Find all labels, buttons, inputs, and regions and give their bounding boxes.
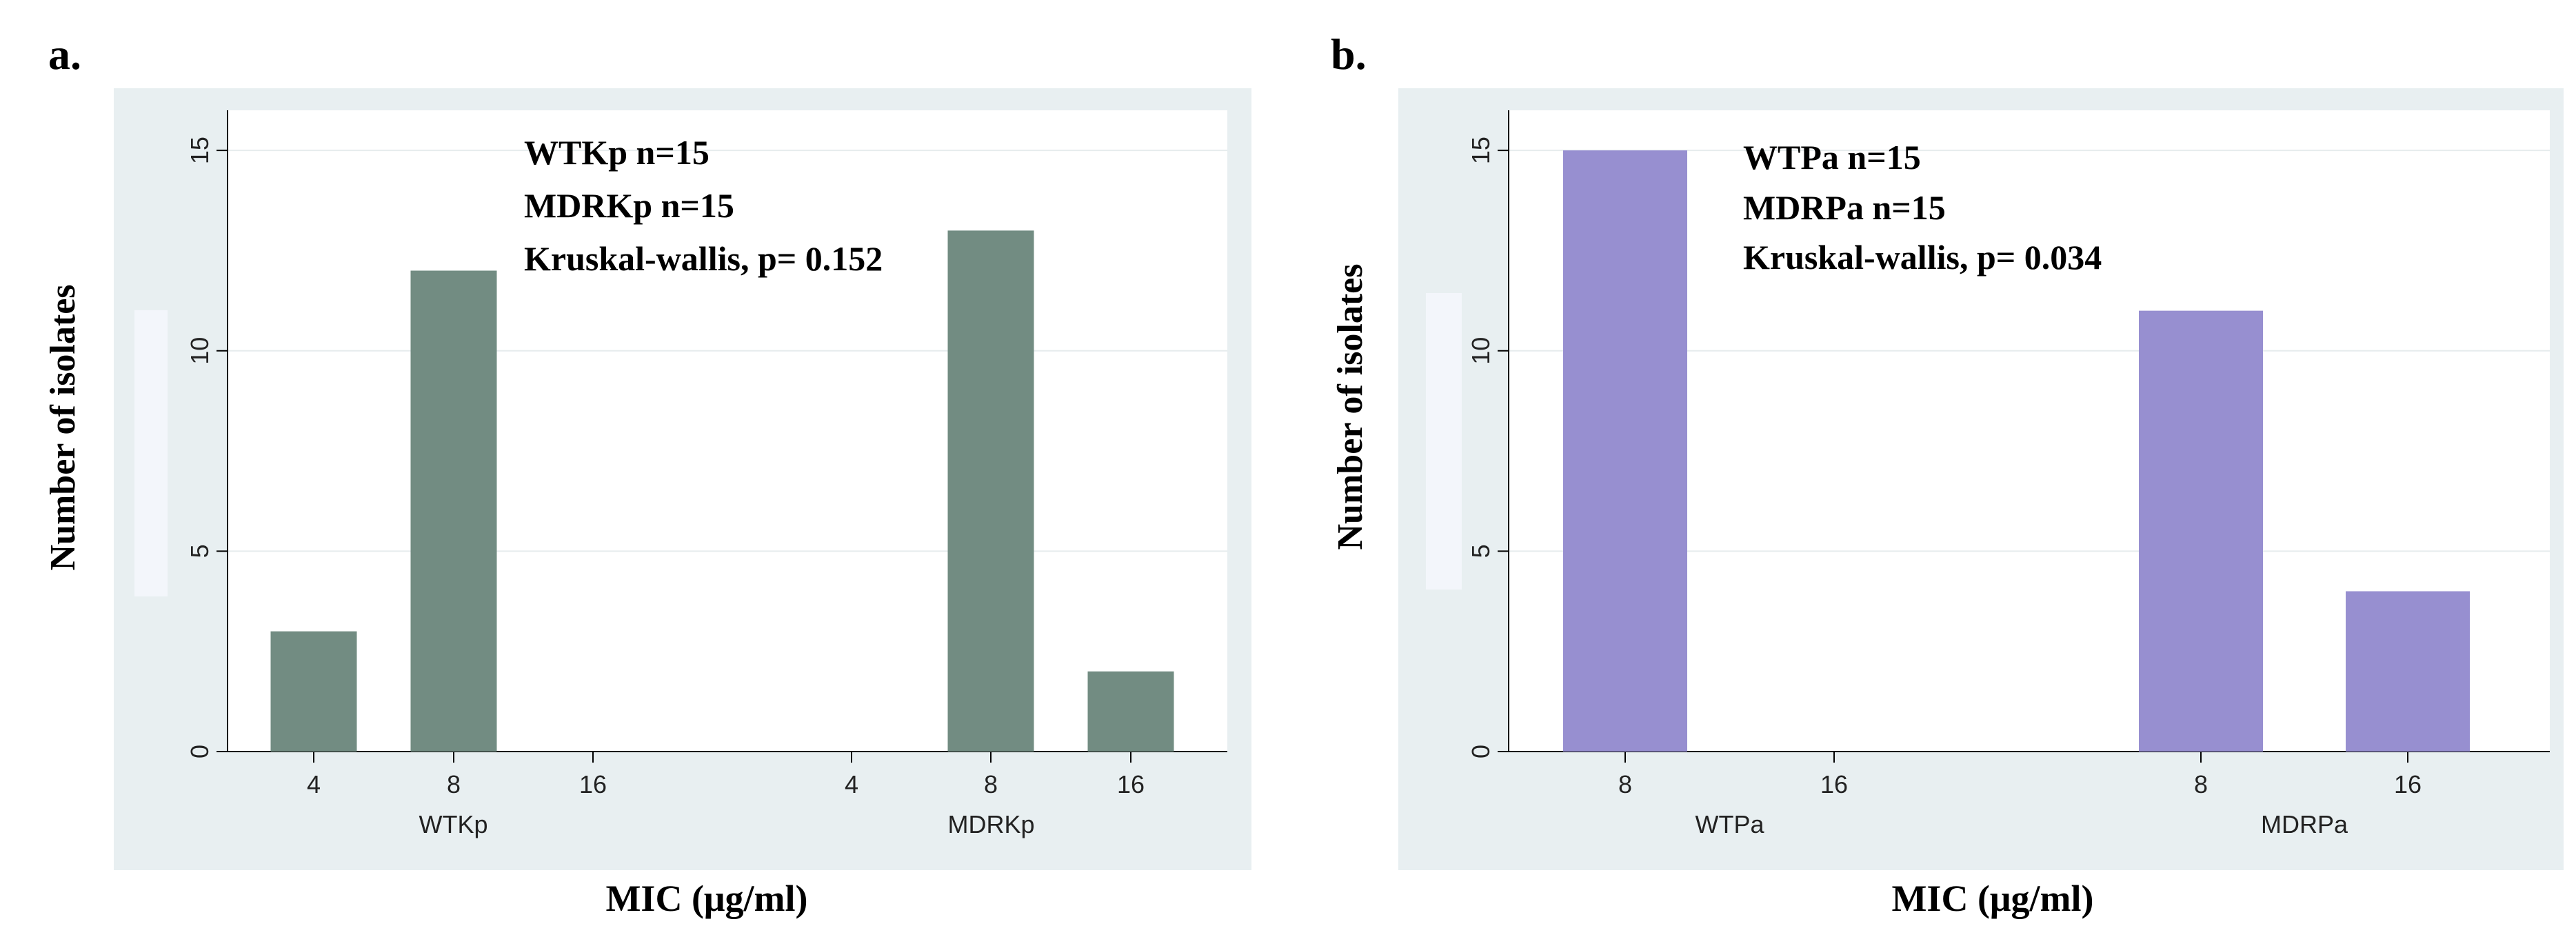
panel-b-x-axis-title: MIC (μg/ml) <box>1891 878 2094 919</box>
panel-b-annotation-3: Kruskal-wallis, p= 0.034 <box>1743 238 2102 276</box>
bar-MDRKp-8 <box>947 230 1034 752</box>
x-tick-label-WTKp-8: 8 <box>447 770 461 798</box>
x-tick-label-MDRPa-16: 16 <box>2394 770 2422 798</box>
bar-MDRPa-16 <box>2346 591 2470 752</box>
bar-WTKp-8 <box>410 270 497 752</box>
panel-a-annotation-3: Kruskal-wallis, p= 0.152 <box>524 239 883 278</box>
bar-MDRPa-8 <box>2139 310 2263 752</box>
group-label-WTKp: WTKp <box>419 810 487 838</box>
x-tick-label-WTPa-16: 16 <box>1820 770 1848 798</box>
panel-a-annotation-1: WTKp n=15 <box>524 133 710 172</box>
panel-b-ylabel-band <box>1426 293 1462 590</box>
panel-b-annotation-2: MDRPa n=15 <box>1743 188 1946 227</box>
bar-WTPa-8 <box>1563 150 1687 752</box>
panel-b-y-tick-label: 10 <box>1467 337 1495 365</box>
panel-a-y-axis-title: Number of isolates <box>43 284 83 570</box>
x-tick-label-MDRPa-8: 8 <box>2194 770 2208 798</box>
panel-b-y-tick-label: 15 <box>1467 137 1495 164</box>
bar-WTKp-4 <box>270 631 357 752</box>
x-tick-label-WTKp-4: 4 <box>307 770 321 798</box>
panel-a-y-tick-label: 0 <box>185 745 214 758</box>
panel-b-y-axis-title: Number of isolates <box>1331 263 1370 550</box>
x-tick-label-MDRKp-4: 4 <box>845 770 858 798</box>
panel-b-label: b. <box>1331 30 1367 79</box>
x-tick-label-MDRKp-8: 8 <box>984 770 998 798</box>
panel-a-y-tick-label: 10 <box>185 337 214 365</box>
x-tick-label-WTKp-16: 16 <box>579 770 607 798</box>
panel-a-ylabel-band <box>134 310 168 596</box>
panel-a-plot-area <box>228 110 1227 752</box>
group-label-MDRKp: MDRKp <box>947 810 1034 838</box>
panel-b-y-tick-label: 5 <box>1467 544 1495 558</box>
panel-b-y-tick-label: 0 <box>1467 745 1495 758</box>
panel-a-y-tick-label: 15 <box>185 137 214 164</box>
panel-a-annotation-2: MDRKp n=15 <box>524 186 734 225</box>
panel-a-x-axis-title: MIC (μg/ml) <box>605 878 808 919</box>
group-label-MDRPa: MDRPa <box>2261 810 2348 838</box>
panel-a-y-tick-label: 5 <box>185 544 214 558</box>
panel-b-annotation-1: WTPa n=15 <box>1743 138 1921 177</box>
bar-MDRKp-16 <box>1087 671 1174 752</box>
x-tick-label-WTPa-8: 8 <box>1618 770 1632 798</box>
panel-a-label: a. <box>48 30 81 79</box>
group-label-WTPa: WTPa <box>1695 810 1764 838</box>
x-tick-label-MDRKp-16: 16 <box>1117 770 1145 798</box>
